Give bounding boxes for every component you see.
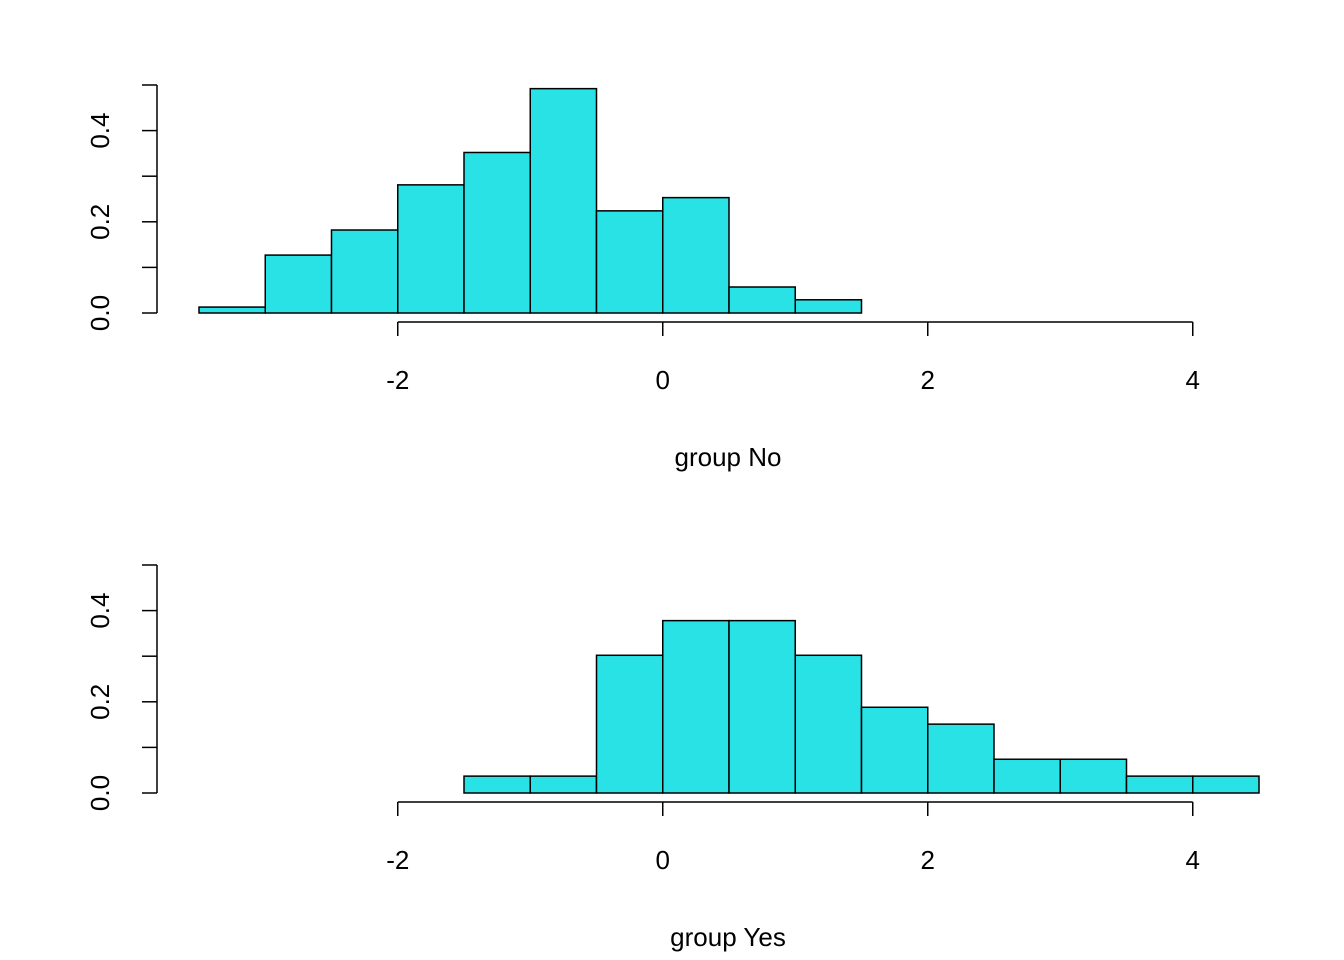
y-tick-label: 0.2: [85, 204, 115, 240]
y-tick-label: 0.2: [85, 684, 115, 720]
x-tick-label: 4: [1186, 845, 1200, 875]
x-tick-label: 4: [1186, 365, 1200, 395]
bar: [463, 775, 531, 794]
x-tick-label: 2: [921, 845, 935, 875]
bar: [860, 706, 929, 794]
bar: [1059, 758, 1128, 794]
y-tick-label: 0.4: [85, 593, 115, 629]
x-tick-label: -2: [386, 365, 409, 395]
y-tick-label: 0.4: [85, 113, 115, 149]
x-tick-label: -2: [386, 845, 409, 875]
bar: [728, 286, 796, 314]
bar: [330, 229, 399, 314]
x-tick-label: 0: [656, 365, 670, 395]
bar: [1192, 775, 1260, 794]
x-tick-label: 2: [921, 365, 935, 395]
bar: [927, 723, 995, 794]
bar: [1125, 775, 1194, 794]
y-tick-label: 0.0: [85, 775, 115, 811]
bar: [794, 654, 863, 794]
bar: [662, 196, 730, 314]
bar: [264, 254, 333, 314]
x-axis-label: group No: [675, 442, 782, 472]
bar: [397, 184, 465, 314]
bar: [198, 306, 266, 314]
bar: [794, 299, 863, 314]
bar: [993, 758, 1061, 794]
bar: [728, 619, 796, 794]
bar: [662, 619, 730, 794]
bar: [595, 210, 664, 314]
bar: [463, 151, 531, 314]
y-tick-label: 0.0: [85, 295, 115, 331]
bar: [529, 87, 598, 314]
bar: [529, 775, 598, 794]
x-tick-label: 0: [656, 845, 670, 875]
x-axis-label: group Yes: [670, 922, 786, 952]
bar: [595, 654, 664, 794]
